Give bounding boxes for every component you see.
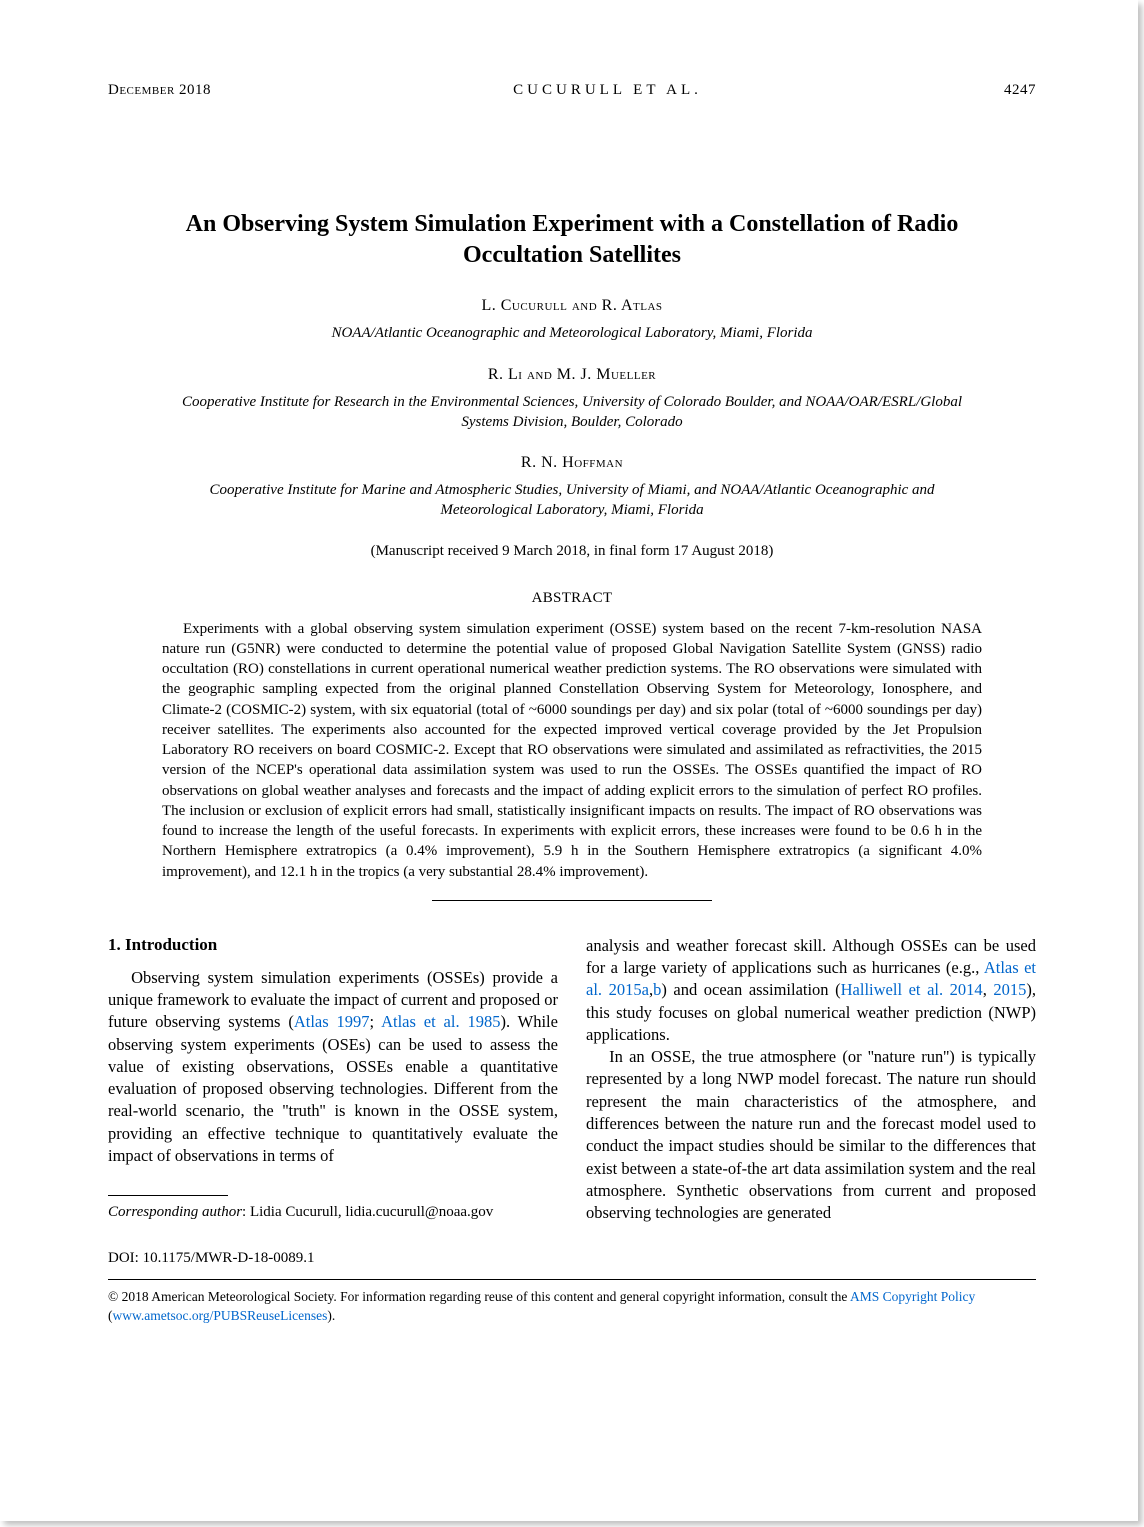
manuscript-date: (Manuscript received 9 March 2018, in fi… [108,543,1036,560]
affiliation-2: Cooperative Institute for Research in th… [162,392,982,433]
header-date: December 2018 [108,82,211,99]
affiliation-1: NOAA/Atlantic Oceanographic and Meteorol… [162,323,982,343]
doi: DOI: 10.1175/MWR-D-18-0089.1 [108,1250,1036,1267]
affiliation-3: Cooperative Institute for Marine and Atm… [162,480,982,521]
header-page-number: 4247 [1004,82,1036,99]
left-column: 1. Introduction Observing system simulat… [108,935,558,1224]
section-heading-intro: 1. Introduction [108,935,558,955]
ams-copyright-link[interactable]: AMS Copyright Policy [850,1289,975,1304]
authors-3: R. N. Hoffman [108,454,1036,472]
body-columns: 1. Introduction Observing system simulat… [108,935,1036,1224]
intro-para-right-2: In an OSSE, the true atmosphere (or ''na… [586,1046,1036,1224]
article-title: An Observing System Simulation Experimen… [152,209,992,271]
intro-para-right-1: analysis and weather forecast skill. Alt… [586,935,1036,1046]
cite-halliwell-2014[interactable]: Halliwell et al. 2014 [841,980,983,999]
corresponding-author: Corresponding author: Lidia Cucurull, li… [108,1204,558,1221]
abstract-heading: ABSTRACT [108,590,1036,607]
right-column: analysis and weather forecast skill. Alt… [586,935,1036,1224]
authors-1: L. Cucurull and R. Atlas [108,297,1036,315]
cite-atlas-1985[interactable]: Atlas et al. 1985 [381,1012,500,1031]
abstract-divider [432,900,712,901]
cite-halliwell-2015[interactable]: 2015 [993,980,1026,999]
copyright-notice: © 2018 American Meteorological Society. … [108,1288,1036,1324]
footer-divider [108,1279,1036,1280]
abstract-body: Experiments with a global observing syst… [162,619,982,882]
reuse-licenses-link[interactable]: www.ametsoc.org/PUBSReuseLicenses [113,1308,328,1323]
author-block-1: L. Cucurull and R. Atlas NOAA/Atlantic O… [108,297,1036,343]
running-header: December 2018 CUCURULL ET AL. 4247 [108,82,1036,99]
header-authors: CUCURULL ET AL. [513,82,702,99]
author-block-2: R. Li and M. J. Mueller Cooperative Inst… [108,366,1036,433]
corresponding-divider [108,1195,228,1196]
author-block-3: R. N. Hoffman Cooperative Institute for … [108,454,1036,521]
intro-para-left: Observing system simulation experiments … [108,967,558,1167]
authors-2: R. Li and M. J. Mueller [108,366,1036,384]
cite-atlas-1997[interactable]: Atlas 1997 [294,1012,370,1031]
